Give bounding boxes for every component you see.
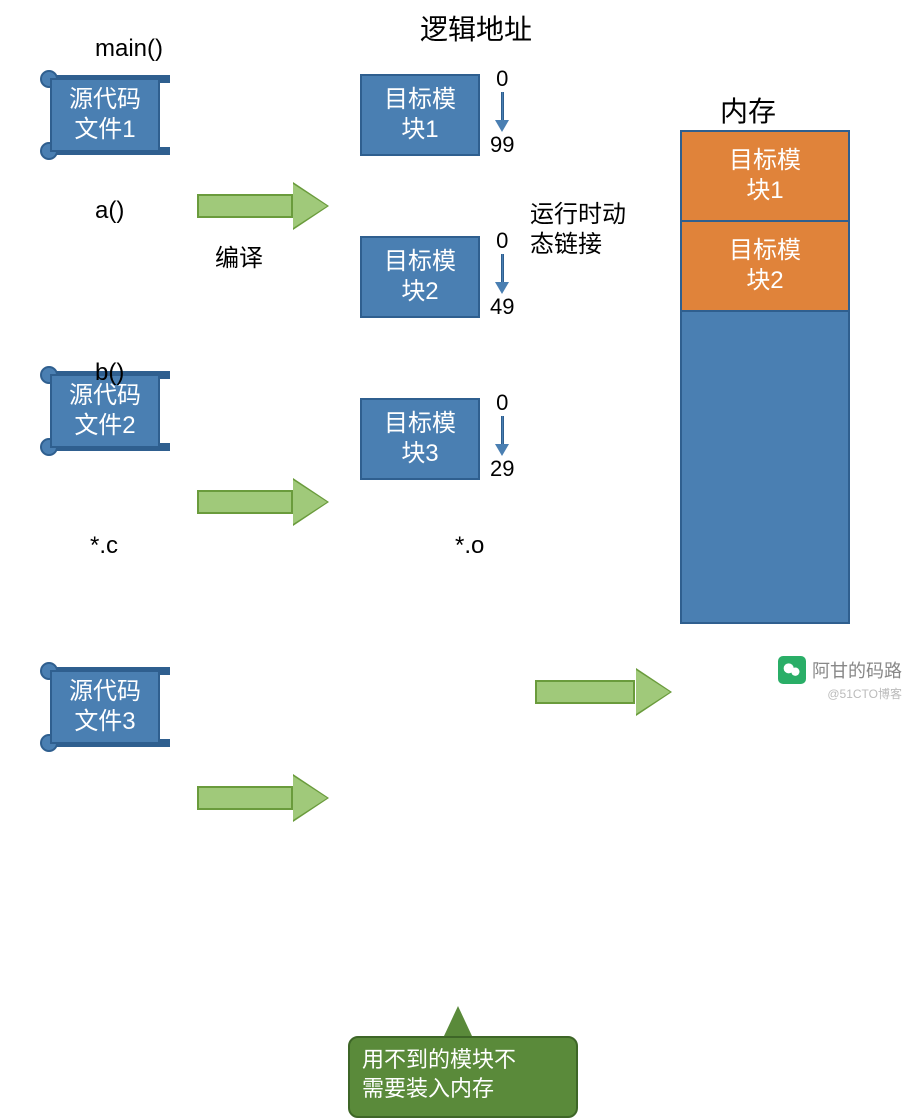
compile-arrow: [197, 184, 327, 228]
target-module: 目标模 块1: [360, 74, 480, 156]
link-arrow: [535, 670, 670, 714]
addr-start: 0: [496, 66, 508, 92]
addr-end: 49: [490, 294, 514, 320]
source-scroll: 源代码 文件3: [40, 662, 170, 752]
target-module: 目标模 块2: [360, 236, 480, 318]
addr-start: 0: [496, 390, 508, 416]
memory-column: 目标模 块1目标模 块2: [680, 130, 850, 624]
link-label: 运行时动 态链接: [530, 200, 626, 260]
memory-empty: [682, 312, 848, 622]
down-arrow-icon: [495, 92, 509, 132]
addr-end: 29: [490, 456, 514, 482]
compile-arrow: [197, 776, 327, 820]
compile-label: 编译: [215, 238, 263, 273]
watermark: 阿甘的码路: [778, 656, 902, 684]
arrow-body: [197, 786, 293, 810]
target-module: 目标模 块3: [360, 398, 480, 480]
wechat-icon: [778, 656, 806, 684]
down-arrow-icon: [495, 254, 509, 294]
arrow-head: [293, 480, 327, 524]
watermark-sub: @51CTO博客: [827, 685, 902, 702]
callout-tail: [444, 1006, 472, 1036]
source-ext-label: *.c: [90, 532, 118, 560]
addr-start: 0: [496, 228, 508, 254]
func-label: main(): [95, 35, 163, 63]
func-label: b(): [95, 359, 124, 387]
memory-cell: 目标模 块2: [682, 222, 848, 312]
source-scroll: 源代码 文件1: [40, 70, 170, 160]
callout: 用不到的模块不 需要装入内存: [348, 1008, 578, 1118]
arrow-body: [197, 194, 293, 218]
callout-body: 用不到的模块不 需要装入内存: [348, 1036, 578, 1118]
address-range: 0 99: [490, 66, 514, 158]
arrow-head: [293, 776, 327, 820]
memory-cell: 目标模 块1: [682, 132, 848, 222]
address-range: 0 49: [490, 228, 514, 320]
func-label: a(): [95, 197, 124, 225]
logical-address-title: 逻辑地址: [420, 8, 532, 48]
address-range: 0 29: [490, 390, 514, 482]
source-label: 源代码 文件3: [50, 670, 160, 744]
object-ext-label: *.o: [455, 532, 484, 560]
memory-title: 内存: [720, 90, 776, 130]
arrow-body: [197, 490, 293, 514]
link-arrow-head: [636, 670, 670, 714]
compile-arrow: [197, 480, 327, 524]
source-label: 源代码 文件1: [50, 78, 160, 152]
link-arrow-body: [535, 680, 635, 704]
addr-end: 99: [490, 132, 514, 158]
arrow-head: [293, 184, 327, 228]
down-arrow-icon: [495, 416, 509, 456]
watermark-text: 阿甘的码路: [812, 657, 902, 683]
